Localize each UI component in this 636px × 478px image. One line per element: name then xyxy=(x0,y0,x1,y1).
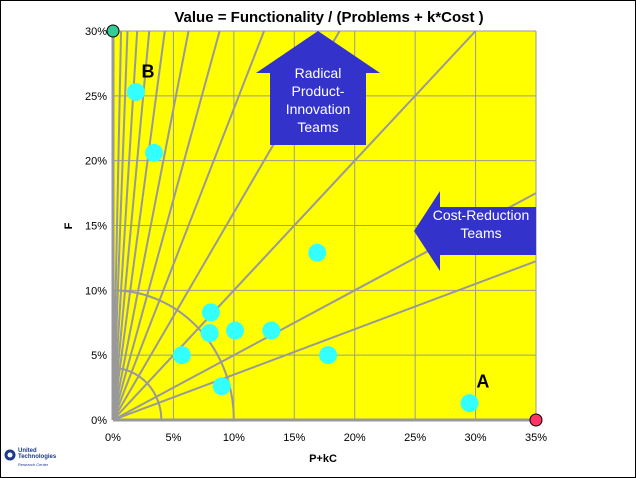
company-logo: United Technologies Research Center xyxy=(4,446,64,474)
x-tick-label: 10% xyxy=(223,432,245,444)
data-point xyxy=(319,346,338,365)
data-point xyxy=(200,324,219,343)
team-arrows: RadicalProduct-InnovationTeamsCost-Reduc… xyxy=(256,31,536,271)
data-point xyxy=(201,303,220,322)
x-tick-label: 25% xyxy=(404,432,426,444)
arrow-shape xyxy=(256,31,380,145)
data-points xyxy=(106,24,543,427)
value-ray xyxy=(112,30,221,421)
data-point xyxy=(226,321,245,340)
x-tick-label: 20% xyxy=(344,432,366,444)
arrow-text-line: Innovation xyxy=(286,101,351,117)
point-label-b: B xyxy=(142,62,155,82)
x-tick-label: 0% xyxy=(105,432,121,444)
logo-subtitle: Research Center xyxy=(18,462,49,467)
logo-emblem-icon xyxy=(4,449,16,461)
data-point xyxy=(145,143,164,162)
data-point xyxy=(212,377,231,396)
logo-name-line2: Technologies xyxy=(18,454,57,460)
arrow-text-line: Teams xyxy=(297,119,338,135)
worst-point xyxy=(529,413,543,427)
logo-name-line1: United xyxy=(18,448,37,454)
y-tick-label: 10% xyxy=(85,285,107,297)
y-tick-labels: 0% 5% 10% 15% 20% 25% 30% xyxy=(85,26,107,427)
y-tick-label: 5% xyxy=(91,350,107,362)
data-point xyxy=(262,321,281,340)
arrow-text-line: Cost-Reduction xyxy=(433,207,530,223)
ideal-point xyxy=(106,24,120,38)
arrow-text-line: Radical xyxy=(295,65,342,81)
point-label-a: A xyxy=(476,372,489,392)
x-axis-label: P+kC xyxy=(309,453,337,465)
cost-reduction-arrow: Cost-Reduction Teams xyxy=(414,191,536,271)
y-tick-label: 25% xyxy=(85,91,107,103)
y-tick-label: 20% xyxy=(85,156,107,168)
x-tick-label: 15% xyxy=(283,432,305,444)
value-ray xyxy=(112,30,129,421)
x-tick-label: 5% xyxy=(165,432,181,444)
arrow-text-line: Product- xyxy=(292,83,345,99)
data-point xyxy=(460,394,479,413)
value-ray xyxy=(112,30,190,421)
value-ray xyxy=(112,260,537,421)
chart-title: Value = Functionality / (Problems + k*Co… xyxy=(174,9,483,26)
y-tick-label: 15% xyxy=(85,221,107,233)
data-point xyxy=(308,243,327,262)
x-tick-label: 35% xyxy=(525,432,547,444)
x-tick-labels: 0% 5% 10% 15% 20% 25% 30% 35% xyxy=(105,432,547,444)
arrow-shape xyxy=(414,191,536,271)
value-ray xyxy=(112,30,166,421)
y-tick-label: 30% xyxy=(85,26,107,38)
y-tick-label: 0% xyxy=(91,415,107,427)
x-tick-label: 30% xyxy=(465,432,487,444)
axes xyxy=(111,31,536,422)
arrow-text-line: Teams xyxy=(460,225,501,241)
value-ray xyxy=(112,30,266,421)
radical-innovation-arrow: Radical Product- Innovation Teams xyxy=(256,31,380,145)
data-point xyxy=(126,82,145,101)
data-point xyxy=(172,346,191,365)
y-axis-label: F xyxy=(63,222,75,229)
point-annotations: BA xyxy=(142,62,490,392)
